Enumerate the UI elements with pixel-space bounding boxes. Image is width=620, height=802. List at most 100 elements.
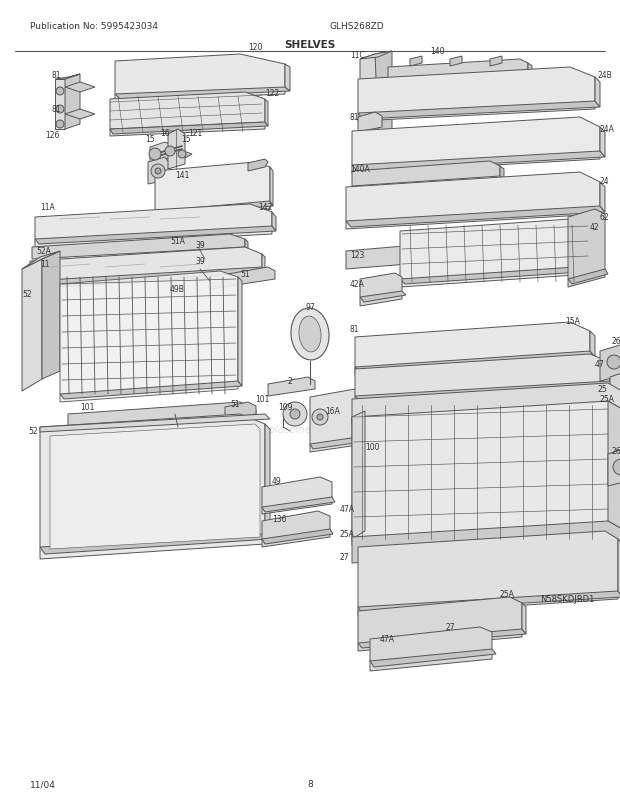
Polygon shape xyxy=(346,240,495,269)
Text: 16A: 16A xyxy=(325,407,340,416)
Polygon shape xyxy=(115,88,290,100)
Polygon shape xyxy=(352,383,620,426)
Polygon shape xyxy=(346,172,600,229)
Polygon shape xyxy=(450,57,462,67)
Polygon shape xyxy=(262,477,332,514)
Circle shape xyxy=(149,149,161,160)
Text: 8: 8 xyxy=(307,780,313,788)
Polygon shape xyxy=(352,152,605,172)
Polygon shape xyxy=(262,529,333,545)
Polygon shape xyxy=(65,83,95,93)
Polygon shape xyxy=(595,78,600,107)
Text: 25A: 25A xyxy=(340,530,355,539)
Text: 51: 51 xyxy=(230,400,239,409)
Polygon shape xyxy=(355,322,590,375)
Text: N58SKDJBD1: N58SKDJBD1 xyxy=(540,595,595,604)
Polygon shape xyxy=(400,220,590,288)
Polygon shape xyxy=(355,351,595,373)
Polygon shape xyxy=(610,371,620,404)
Text: 24: 24 xyxy=(600,177,609,186)
Text: 16: 16 xyxy=(160,128,170,137)
Polygon shape xyxy=(370,649,496,667)
Text: 27: 27 xyxy=(445,622,454,632)
Polygon shape xyxy=(310,390,365,452)
Polygon shape xyxy=(358,532,618,616)
Circle shape xyxy=(56,121,64,129)
Polygon shape xyxy=(346,207,605,228)
Polygon shape xyxy=(210,268,275,290)
Text: 97: 97 xyxy=(305,303,315,312)
Ellipse shape xyxy=(291,309,329,361)
Polygon shape xyxy=(355,354,610,404)
Polygon shape xyxy=(358,102,600,119)
Polygon shape xyxy=(115,55,285,102)
Text: 11: 11 xyxy=(40,260,50,269)
Text: 25A: 25A xyxy=(600,395,615,404)
Polygon shape xyxy=(65,110,95,119)
Polygon shape xyxy=(110,93,265,137)
Polygon shape xyxy=(352,118,600,174)
Text: 52A: 52A xyxy=(36,247,51,256)
Polygon shape xyxy=(568,210,605,288)
Text: 123: 123 xyxy=(350,250,365,259)
Polygon shape xyxy=(35,205,272,248)
Polygon shape xyxy=(590,228,595,272)
Text: 47A: 47A xyxy=(380,634,395,644)
Text: 101: 101 xyxy=(80,403,94,412)
Polygon shape xyxy=(358,597,522,651)
Text: 81: 81 xyxy=(350,325,360,334)
Text: 39: 39 xyxy=(195,257,205,266)
Text: GLHS268ZD: GLHS268ZD xyxy=(330,22,384,31)
Text: 47: 47 xyxy=(595,360,604,369)
Text: 15A: 15A xyxy=(565,317,580,326)
Polygon shape xyxy=(60,272,238,403)
Polygon shape xyxy=(110,123,268,135)
Polygon shape xyxy=(608,448,620,486)
Polygon shape xyxy=(262,497,335,512)
Polygon shape xyxy=(238,277,242,387)
Polygon shape xyxy=(360,292,406,302)
Text: 81: 81 xyxy=(52,105,61,115)
Polygon shape xyxy=(270,168,273,207)
Polygon shape xyxy=(272,213,276,232)
Polygon shape xyxy=(600,128,605,158)
Polygon shape xyxy=(35,227,276,245)
Polygon shape xyxy=(618,539,620,597)
Polygon shape xyxy=(600,346,620,382)
Polygon shape xyxy=(155,163,270,220)
Circle shape xyxy=(155,168,161,175)
Circle shape xyxy=(178,151,186,159)
Circle shape xyxy=(613,460,620,476)
Text: 42A: 42A xyxy=(350,280,365,290)
Polygon shape xyxy=(30,248,262,290)
Circle shape xyxy=(165,147,175,157)
Polygon shape xyxy=(358,591,620,614)
Polygon shape xyxy=(352,162,500,187)
Polygon shape xyxy=(352,402,620,545)
Polygon shape xyxy=(30,268,265,288)
Text: 49: 49 xyxy=(272,477,281,486)
Polygon shape xyxy=(370,627,492,671)
Polygon shape xyxy=(522,603,526,634)
Circle shape xyxy=(56,88,64,96)
Circle shape xyxy=(290,410,300,419)
Polygon shape xyxy=(40,415,265,559)
Text: 142: 142 xyxy=(258,203,272,213)
Polygon shape xyxy=(40,534,270,554)
Polygon shape xyxy=(410,57,422,67)
Polygon shape xyxy=(225,403,256,419)
Text: 26A: 26A xyxy=(612,337,620,346)
Polygon shape xyxy=(590,331,595,358)
Text: 136: 136 xyxy=(272,515,286,524)
Polygon shape xyxy=(600,183,605,213)
Polygon shape xyxy=(285,65,290,92)
Text: 52: 52 xyxy=(28,427,38,436)
Polygon shape xyxy=(252,407,256,419)
Polygon shape xyxy=(262,255,265,273)
Text: 120: 120 xyxy=(248,43,262,52)
Text: 141: 141 xyxy=(175,170,189,180)
Polygon shape xyxy=(360,52,392,60)
Text: 2: 2 xyxy=(288,377,293,386)
Circle shape xyxy=(317,415,323,420)
Polygon shape xyxy=(60,382,242,399)
